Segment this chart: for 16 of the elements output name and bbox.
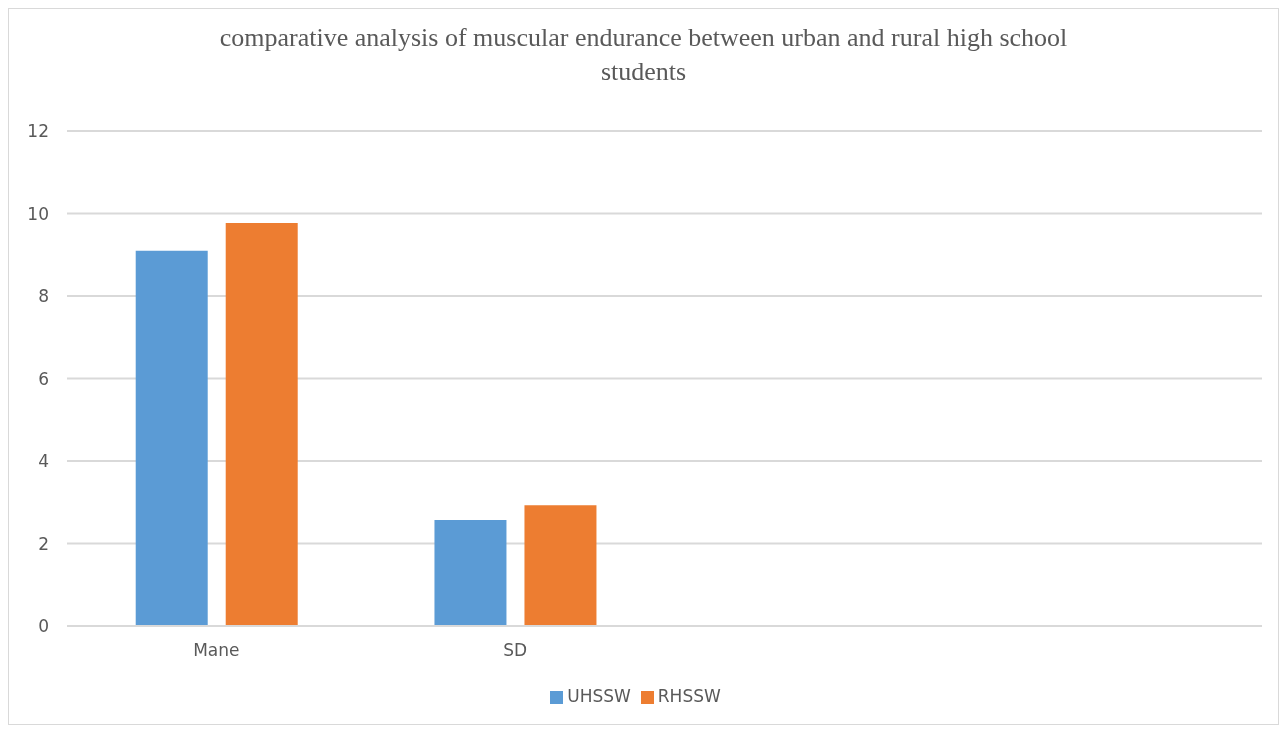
y-tick-label: 2 — [38, 533, 49, 554]
x-tick-label: Mane — [193, 640, 240, 661]
chart-title: comparative analysis of muscular endurance between urban and rural high school students — [218, 22, 1069, 88]
y-tick-label: 0 — [38, 616, 49, 637]
bar — [225, 222, 298, 626]
y-tick-label: 8 — [38, 286, 49, 307]
legend-label: UHSSW — [567, 686, 631, 706]
y-tick-label: 12 — [27, 121, 49, 142]
bar — [434, 519, 507, 626]
y-tick-label: 6 — [38, 368, 49, 389]
y-tick-label: 10 — [27, 203, 49, 224]
bar — [135, 250, 208, 626]
bar — [524, 505, 597, 626]
y-tick-label: 4 — [38, 451, 49, 472]
legend-label: RHSSW — [657, 686, 721, 706]
x-tick-label: SD — [503, 640, 528, 661]
